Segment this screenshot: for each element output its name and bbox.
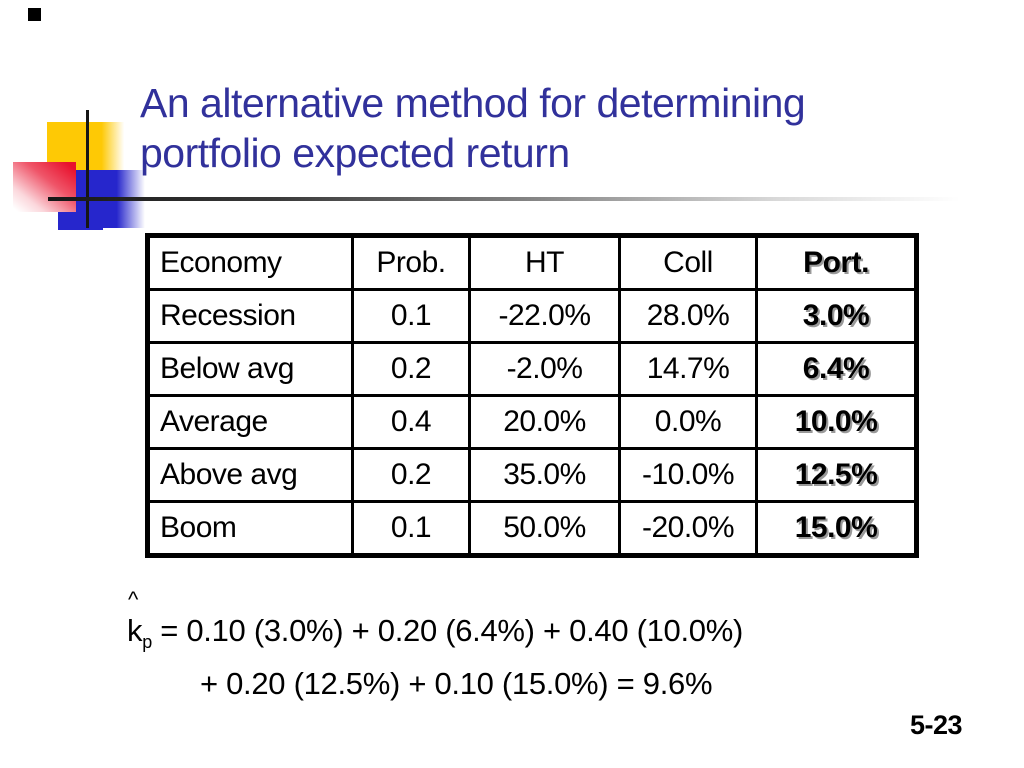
- table-cell: Above avg: [146, 447, 354, 503]
- table-cell: 0.1: [351, 288, 471, 344]
- title-divider-line: [48, 197, 960, 201]
- table-cell: 20.0%: [468, 394, 621, 450]
- table-cell: -2.0%: [468, 341, 621, 397]
- table-cell: 15.0%: [755, 500, 918, 557]
- table-cell: -10.0%: [618, 447, 758, 503]
- table-cell: 14.7%: [618, 341, 758, 397]
- table-row: Above avg 0.2 35.0% -10.0% 12.5%: [146, 447, 918, 503]
- header-cell: Prob.: [351, 234, 471, 291]
- table-cell: -20.0%: [618, 500, 758, 557]
- table-cell: Below avg: [146, 341, 354, 397]
- slide-title-line2: portfolio expected return: [140, 130, 570, 176]
- page-number: 5-23: [910, 710, 963, 740]
- vertical-line-decoration: [86, 110, 89, 228]
- table-cell: Average: [146, 394, 354, 450]
- hat-symbol: ^: [128, 587, 139, 612]
- table-cell: 10.0%: [755, 394, 918, 450]
- table-cell: 0.2: [351, 447, 471, 503]
- table-cell: 35.0%: [468, 447, 621, 503]
- slide-title-line1: An alternative method for determining: [140, 80, 806, 126]
- table-cell: 0.1: [351, 500, 471, 557]
- table-cell: 3.0%: [755, 288, 918, 344]
- returns-table: Economy Prob. HT Coll Port. Recession 0.1 -22.0…: [145, 233, 919, 558]
- expected-return-formula: ^ kp = 0.10 (3.0%) + 0.20 (6.4%) + 0.40 …: [127, 589, 743, 705]
- table-row: Below avg 0.2 -2.0% 14.7% 6.4%: [146, 341, 918, 397]
- table-header-row: Economy Prob. HT Coll Port.: [146, 234, 918, 291]
- table-cell: 50.0%: [468, 500, 621, 557]
- table-row: Average 0.4 20.0% 0.0% 10.0%: [146, 394, 918, 450]
- table-cell: 6.4%: [755, 341, 918, 397]
- table-cell: -22.0%: [468, 288, 621, 344]
- header-cell: Coll: [618, 234, 758, 291]
- table-cell: Recession: [146, 288, 354, 344]
- corner-accent-square: [28, 8, 41, 21]
- header-cell: Port.: [755, 234, 918, 291]
- formula-symbol: k: [127, 613, 143, 648]
- table-row: Recession 0.1 -22.0% 28.0% 3.0%: [146, 288, 918, 344]
- table-row: Boom 0.1 50.0% -20.0% 15.0%: [146, 500, 918, 557]
- formula-subscript: p: [142, 632, 152, 653]
- formula-line1: kp = 0.10 (3.0%) + 0.20 (6.4%) + 0.40 (1…: [127, 610, 743, 663]
- table-cell: 0.4: [351, 394, 471, 450]
- header-cell: Economy: [146, 234, 354, 291]
- table-cell: 0.2: [351, 341, 471, 397]
- formula-line1-rest: = 0.10 (3.0%) + 0.20 (6.4%) + 0.40 (10.0…: [160, 613, 744, 648]
- table-cell: 0.0%: [618, 394, 758, 450]
- slide-title: An alternative method for determining po…: [140, 78, 980, 178]
- table-cell: Boom: [146, 500, 354, 557]
- table-cell: 12.5%: [755, 447, 918, 503]
- formula-line2: + 0.20 (12.5%) + 0.10 (15.0%) = 9.6%: [200, 666, 713, 702]
- header-cell: HT: [468, 234, 621, 291]
- red-decoration-square: [13, 162, 76, 212]
- table-cell: 28.0%: [618, 288, 758, 344]
